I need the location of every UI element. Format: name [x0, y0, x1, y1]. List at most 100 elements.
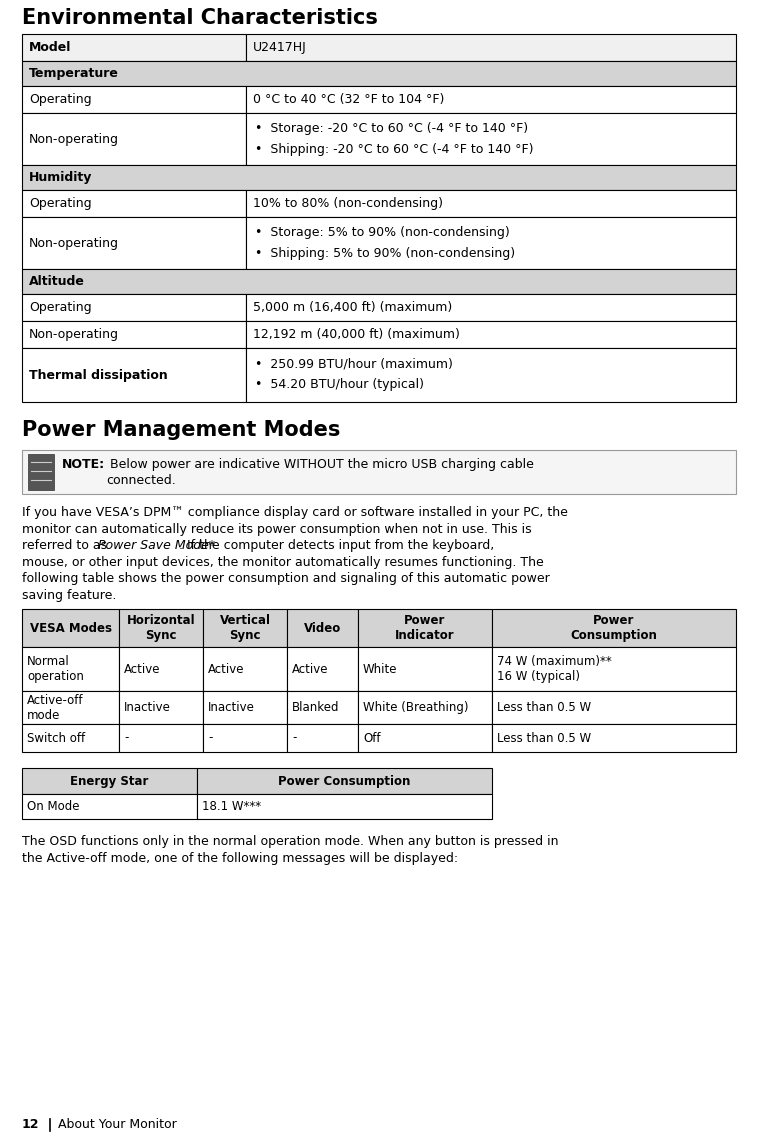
Text: Vertical
Sync: Vertical Sync [220, 615, 271, 642]
Text: •  Storage: -20 °C to 60 °C (-4 °F to 140 °F): • Storage: -20 °C to 60 °C (-4 °F to 140… [255, 122, 528, 135]
Text: Off: Off [363, 732, 381, 744]
Text: White (Breathing): White (Breathing) [363, 701, 468, 714]
Text: Non-operating: Non-operating [29, 328, 119, 341]
Bar [246, 86, 736, 113]
Text: Power Save Mode*: Power Save Mode* [98, 539, 215, 552]
Text: Normal
operation: Normal operation [27, 655, 84, 683]
Bar [22, 794, 197, 819]
Text: 12,192 m (40,000 ft) (maximum): 12,192 m (40,000 ft) (maximum) [253, 328, 460, 341]
Bar [197, 768, 492, 794]
Text: Blanked: Blanked [292, 701, 340, 714]
Text: Operating: Operating [29, 93, 92, 106]
Text: U2417HJ: U2417HJ [253, 41, 307, 53]
Text: Horizontal
Sync: Horizontal Sync [127, 615, 196, 642]
Text: Temperature: Temperature [29, 67, 119, 80]
Bar [22, 190, 246, 217]
Text: 0 °C to 40 °C (32 °F to 104 °F): 0 °C to 40 °C (32 °F to 104 °F) [253, 93, 444, 106]
Text: monitor can automatically reduce its power consumption when not in use. This is: monitor can automatically reduce its pow… [22, 522, 531, 536]
Text: Active: Active [292, 662, 328, 676]
Bar [22, 269, 736, 294]
Bar [22, 321, 246, 348]
Text: Power Consumption: Power Consumption [278, 775, 411, 787]
Text: About Your Monitor: About Your Monitor [58, 1118, 177, 1131]
Bar [22, 86, 246, 113]
Bar [22, 450, 736, 494]
Text: The OSD functions only in the normal operation mode. When any button is pressed : The OSD functions only in the normal ope… [22, 835, 559, 848]
Text: Video: Video [304, 621, 341, 635]
Text: Environmental Characteristics: Environmental Characteristics [22, 8, 378, 28]
Bar [287, 724, 358, 752]
Bar [203, 724, 287, 752]
Text: 10% to 80% (non-condensing): 10% to 80% (non-condensing) [253, 197, 443, 211]
Text: following table shows the power consumption and signaling of this automatic powe: following table shows the power consumpt… [22, 572, 550, 585]
Bar [203, 609, 287, 648]
Text: •  Shipping: -20 °C to 60 °C (-4 °F to 140 °F): • Shipping: -20 °C to 60 °C (-4 °F to 14… [255, 143, 534, 156]
Text: 74 W (maximum)**
16 W (typical): 74 W (maximum)** 16 W (typical) [497, 655, 612, 683]
Text: Inactive: Inactive [124, 701, 171, 714]
Text: Model: Model [29, 41, 71, 53]
Text: Energy Star: Energy Star [70, 775, 149, 787]
Text: Active: Active [208, 662, 245, 676]
Bar [492, 691, 736, 724]
Bar [119, 691, 203, 724]
Bar [246, 113, 736, 165]
Text: Operating: Operating [29, 300, 92, 314]
Bar [246, 34, 736, 61]
Text: saving feature.: saving feature. [22, 588, 117, 602]
Text: Less than 0.5 W: Less than 0.5 W [497, 732, 591, 744]
Bar [22, 294, 246, 321]
Text: connected.: connected. [106, 475, 176, 487]
Text: If you have VESA’s DPM™ compliance display card or software installed in your PC: If you have VESA’s DPM™ compliance displ… [22, 506, 568, 519]
Bar [203, 691, 287, 724]
Text: Non-operating: Non-operating [29, 132, 119, 146]
Bar [203, 648, 287, 691]
Bar [22, 348, 246, 402]
Bar [246, 321, 736, 348]
Text: 5,000 m (16,400 ft) (maximum): 5,000 m (16,400 ft) (maximum) [253, 300, 453, 314]
Bar [119, 609, 203, 648]
Text: Power Management Modes: Power Management Modes [22, 420, 340, 440]
Text: •  54.20 BTU/hour (typical): • 54.20 BTU/hour (typical) [255, 378, 424, 391]
Bar [22, 217, 246, 269]
Text: •  Storage: 5% to 90% (non-condensing): • Storage: 5% to 90% (non-condensing) [255, 226, 509, 239]
Bar [22, 165, 736, 190]
Text: Switch off: Switch off [27, 732, 85, 744]
Bar [22, 724, 119, 752]
Bar [287, 691, 358, 724]
Bar [28, 454, 54, 490]
Text: Humidity: Humidity [29, 171, 92, 184]
Text: On Mode: On Mode [27, 800, 80, 813]
Bar [246, 217, 736, 269]
Text: . If the computer detects input from the keyboard,: . If the computer detects input from the… [179, 539, 493, 552]
Bar [119, 648, 203, 691]
Text: VESA Modes: VESA Modes [30, 621, 111, 635]
Bar [492, 648, 736, 691]
Text: the Active-off mode, one of the following messages will be displayed:: the Active-off mode, one of the followin… [22, 851, 458, 865]
Text: Thermal dissipation: Thermal dissipation [29, 369, 168, 381]
Text: Power
Indicator: Power Indicator [395, 615, 455, 642]
Text: mouse, or other input devices, the monitor automatically resumes functioning. Th: mouse, or other input devices, the monit… [22, 555, 543, 569]
Text: White: White [363, 662, 397, 676]
Bar [22, 61, 736, 86]
Bar [22, 34, 246, 61]
Bar [246, 294, 736, 321]
Bar [22, 648, 119, 691]
Bar [358, 691, 492, 724]
Text: referred to as: referred to as [22, 539, 111, 552]
Bar [492, 724, 736, 752]
Bar [492, 609, 736, 648]
Text: Operating: Operating [29, 197, 92, 211]
Text: Altitude: Altitude [29, 275, 85, 288]
Bar [358, 609, 492, 648]
Text: Inactive: Inactive [208, 701, 255, 714]
Text: NOTE:: NOTE: [62, 457, 105, 471]
Bar [197, 794, 492, 819]
Text: -: - [124, 732, 128, 744]
Text: Active: Active [124, 662, 161, 676]
Bar [358, 724, 492, 752]
Text: •  Shipping: 5% to 90% (non-condensing): • Shipping: 5% to 90% (non-condensing) [255, 247, 515, 259]
Bar [119, 724, 203, 752]
Bar [22, 691, 119, 724]
Text: Active-off
mode: Active-off mode [27, 693, 83, 721]
Text: Power
Consumption: Power Consumption [571, 615, 657, 642]
